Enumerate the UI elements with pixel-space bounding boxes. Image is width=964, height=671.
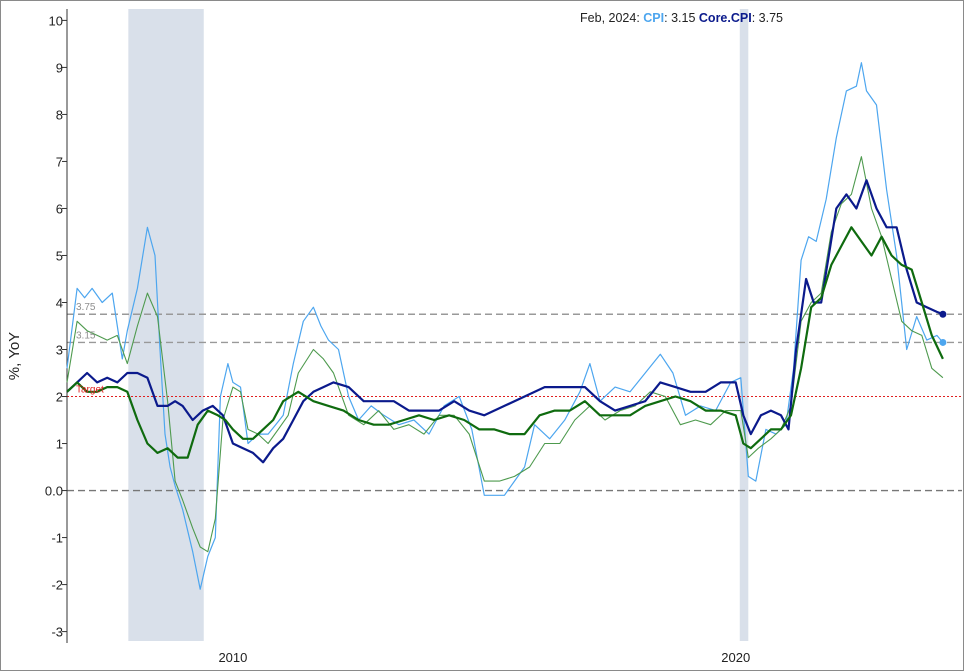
header-cpi-value: 3.15	[671, 11, 695, 25]
series-line-green_thick	[66, 226, 944, 459]
y-tick-label-3: 3	[56, 343, 63, 358]
y-tick-label-10: 10	[49, 13, 63, 28]
reference-label-3.15: 3.15	[76, 330, 96, 341]
recession-band-0	[128, 9, 204, 641]
y-tick-label-1: 1	[56, 437, 63, 452]
y-tick-label-8: 8	[56, 107, 63, 122]
x-tick-label-2010: 2010	[218, 650, 247, 665]
recession-band-1	[739, 9, 749, 641]
header-core-value: 3.75	[759, 11, 783, 25]
header-cpi-label: CPI	[643, 11, 664, 25]
recession-bands	[128, 9, 749, 641]
target-label: Target	[76, 385, 104, 396]
end-markers	[939, 310, 947, 346]
y-tick-label--3: -3	[51, 625, 63, 640]
y-tick-label-5: 5	[56, 248, 63, 263]
y-tick-label-4: 4	[56, 295, 63, 310]
reference-label-3.75: 3.75	[76, 302, 96, 313]
y-tick-label-7: 7	[56, 154, 63, 169]
y-tick-label--1: -1	[51, 531, 63, 546]
y-tick-label-6: 6	[56, 201, 63, 216]
y-tick-label-0.0: 0.0	[45, 484, 63, 499]
y-tick-label-9: 9	[56, 60, 63, 75]
y-tick-label-2: 2	[56, 390, 63, 405]
series-line-core	[66, 179, 944, 464]
x-tick-label-2020: 2020	[721, 650, 750, 665]
reference-lines	[67, 313, 962, 492]
series-line-cpi	[66, 62, 944, 590]
chart-text: 3.75 3.15 Target 10 9 8 7 6 5 4 3 2 1 0.0 -1 -2 -3 2010 20…	[45, 13, 750, 665]
series-line-green_thin	[66, 156, 944, 553]
axes	[62, 9, 68, 643]
y-axis-label: %, YoY	[6, 332, 23, 380]
y-tick-label--2: -2	[51, 578, 63, 593]
end-marker-core	[939, 310, 947, 318]
end-marker-cpi	[939, 338, 947, 346]
series-lines	[66, 62, 944, 590]
header-core-label: Core.CPI	[699, 11, 752, 25]
header-date: Feb, 2024	[580, 11, 636, 25]
chart-header: Feb, 2024: CPI: 3.15 Core.CPI: 3.75	[580, 11, 783, 25]
